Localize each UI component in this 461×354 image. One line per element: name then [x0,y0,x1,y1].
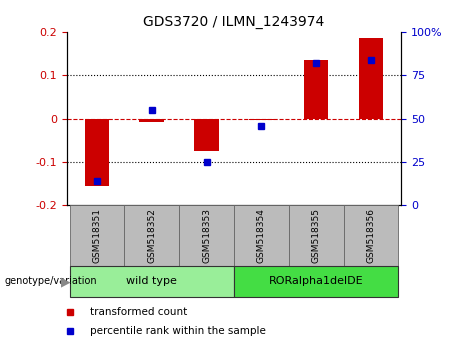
Bar [343,205,398,266]
Text: genotype/variation: genotype/variation [5,276,97,286]
Bar [70,205,124,266]
Bar [289,205,343,266]
Bar [70,266,234,297]
Bar [359,38,383,119]
Text: transformed count: transformed count [90,307,188,316]
Bar [85,119,109,186]
Text: GSM518351: GSM518351 [93,208,101,263]
Text: RORalpha1delDE: RORalpha1delDE [269,276,363,286]
Bar [179,205,234,266]
Bar [124,205,179,266]
Text: GSM518356: GSM518356 [366,208,375,263]
Bar [139,119,164,122]
Bar [234,266,398,297]
Text: GSM518353: GSM518353 [202,208,211,263]
Text: wild type: wild type [126,276,177,286]
Text: GSM518355: GSM518355 [312,208,321,263]
Bar [234,205,289,266]
Title: GDS3720 / ILMN_1243974: GDS3720 / ILMN_1243974 [143,16,325,29]
Bar [304,60,329,119]
Text: percentile rank within the sample: percentile rank within the sample [90,326,266,336]
Bar [249,119,274,120]
Text: ▶: ▶ [61,275,71,288]
Bar [194,119,219,151]
Text: GSM518352: GSM518352 [147,208,156,263]
Text: GSM518354: GSM518354 [257,208,266,263]
